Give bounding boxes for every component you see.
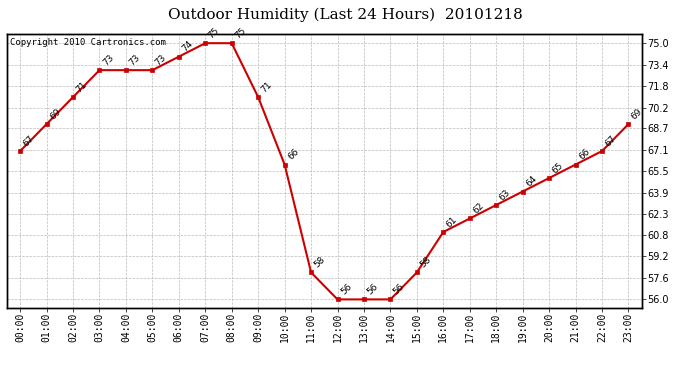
Text: 71: 71 [75, 80, 89, 94]
Text: 67: 67 [21, 134, 36, 148]
Text: 56: 56 [392, 282, 406, 297]
Text: 58: 58 [418, 255, 433, 270]
Text: 73: 73 [128, 53, 142, 68]
Text: 62: 62 [471, 201, 486, 216]
Text: 64: 64 [524, 174, 538, 189]
Text: Copyright 2010 Cartronics.com: Copyright 2010 Cartronics.com [10, 38, 166, 47]
Text: 75: 75 [207, 26, 221, 40]
Text: 58: 58 [313, 255, 327, 270]
Text: 73: 73 [154, 53, 168, 68]
Text: 61: 61 [445, 215, 460, 229]
Text: 73: 73 [101, 53, 115, 68]
Text: 71: 71 [259, 80, 274, 94]
Text: Outdoor Humidity (Last 24 Hours)  20101218: Outdoor Humidity (Last 24 Hours) 2010121… [168, 8, 522, 22]
Text: 69: 69 [48, 107, 63, 122]
Text: 69: 69 [630, 107, 644, 122]
Text: 67: 67 [604, 134, 618, 148]
Text: 63: 63 [497, 188, 512, 202]
Text: 56: 56 [339, 282, 353, 297]
Text: 65: 65 [551, 161, 565, 175]
Text: 75: 75 [233, 26, 248, 40]
Text: 66: 66 [286, 147, 301, 162]
Text: 66: 66 [577, 147, 591, 162]
Text: 56: 56 [366, 282, 380, 297]
Text: 74: 74 [180, 39, 195, 54]
